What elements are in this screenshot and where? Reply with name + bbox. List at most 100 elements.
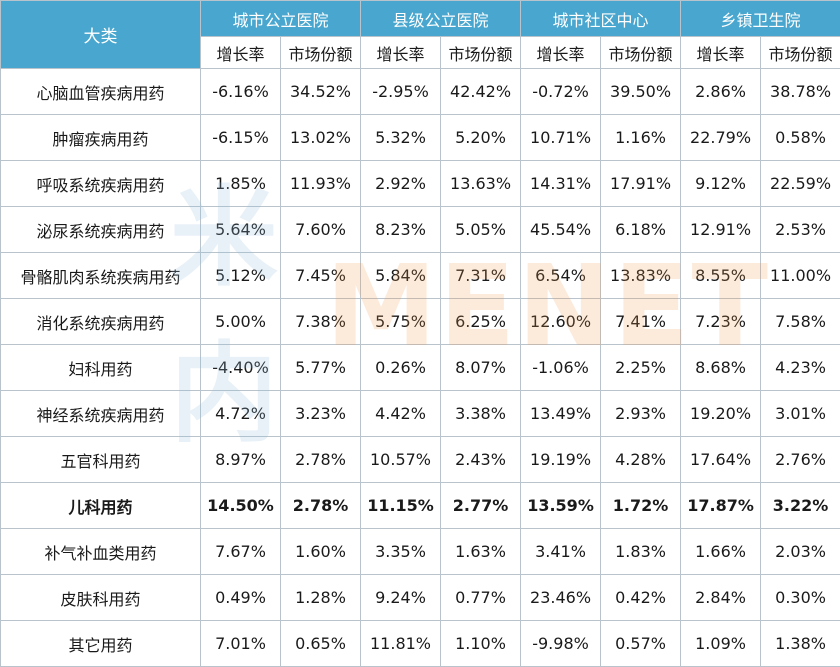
cell-growth-rate: -9.98% (521, 621, 601, 667)
cell-market-share: 3.01% (761, 391, 840, 437)
cell-market-share: 8.07% (441, 345, 521, 391)
header-group-city-community-center: 城市社区中心 (521, 1, 681, 37)
cell-growth-rate: 4.72% (201, 391, 281, 437)
row-category-name: 心脑血管疾病用药 (1, 69, 201, 115)
header-market-share: 市场份额 (441, 37, 521, 69)
cell-market-share: 7.45% (281, 253, 361, 299)
cell-growth-rate: 5.32% (361, 115, 441, 161)
cell-market-share: 0.58% (761, 115, 840, 161)
page: 大类 城市公立医院 县级公立医院 城市社区中心 乡镇卫生院 增长率 市场份额 增… (0, 0, 840, 629)
cell-market-share: 1.10% (441, 621, 521, 667)
cell-growth-rate: 8.55% (681, 253, 761, 299)
cell-growth-rate: 9.24% (361, 575, 441, 621)
cell-market-share: 1.38% (761, 621, 840, 667)
cell-growth-rate: 5.12% (201, 253, 281, 299)
header-market-share: 市场份额 (761, 37, 840, 69)
cell-growth-rate: 8.23% (361, 207, 441, 253)
cell-growth-rate: 5.64% (201, 207, 281, 253)
header-group-township-health-center: 乡镇卫生院 (681, 1, 840, 37)
cell-market-share: 11.00% (761, 253, 840, 299)
row-category-name: 儿科用药 (1, 483, 201, 529)
cell-market-share: 1.16% (601, 115, 681, 161)
cell-growth-rate: -4.40% (201, 345, 281, 391)
cell-growth-rate: 22.79% (681, 115, 761, 161)
cell-growth-rate: -2.95% (361, 69, 441, 115)
row-category-name: 呼吸系统疾病用药 (1, 161, 201, 207)
cell-market-share: 5.20% (441, 115, 521, 161)
cell-growth-rate: 2.86% (681, 69, 761, 115)
cell-market-share: 42.42% (441, 69, 521, 115)
cell-growth-rate: 8.97% (201, 437, 281, 483)
cell-market-share: 0.57% (601, 621, 681, 667)
cell-growth-rate: 7.01% (201, 621, 281, 667)
cell-market-share: 1.83% (601, 529, 681, 575)
table-body: 心脑血管疾病用药-6.16%34.52%-2.95%42.42%-0.72%39… (1, 69, 840, 667)
cell-growth-rate: 9.12% (681, 161, 761, 207)
header-growth-rate: 增长率 (521, 37, 601, 69)
cell-market-share: 5.77% (281, 345, 361, 391)
table-header: 大类 城市公立医院 县级公立医院 城市社区中心 乡镇卫生院 增长率 市场份额 增… (1, 1, 840, 69)
cell-growth-rate: 6.54% (521, 253, 601, 299)
cell-market-share: 6.25% (441, 299, 521, 345)
header-growth-rate: 增长率 (201, 37, 281, 69)
cell-market-share: 13.02% (281, 115, 361, 161)
row-category-name: 肿瘤疾病用药 (1, 115, 201, 161)
table-row: 心脑血管疾病用药-6.16%34.52%-2.95%42.42%-0.72%39… (1, 69, 840, 115)
cell-market-share: 7.60% (281, 207, 361, 253)
row-category-name: 神经系统疾病用药 (1, 391, 201, 437)
cell-growth-rate: 2.84% (681, 575, 761, 621)
header-market-share: 市场份额 (601, 37, 681, 69)
cell-growth-rate: 11.81% (361, 621, 441, 667)
cell-growth-rate: -0.72% (521, 69, 601, 115)
header-growth-rate: 增长率 (681, 37, 761, 69)
cell-growth-rate: 23.46% (521, 575, 601, 621)
header-market-share: 市场份额 (281, 37, 361, 69)
row-category-name: 五官科用药 (1, 437, 201, 483)
cell-market-share: 2.78% (281, 483, 361, 529)
cell-market-share: 0.65% (281, 621, 361, 667)
cell-growth-rate: 11.15% (361, 483, 441, 529)
cell-growth-rate: 1.09% (681, 621, 761, 667)
cell-growth-rate: 13.59% (521, 483, 601, 529)
header-group-city-public-hospital: 城市公立医院 (201, 1, 361, 37)
cell-growth-rate: 5.00% (201, 299, 281, 345)
cell-market-share: 1.28% (281, 575, 361, 621)
cell-market-share: 2.78% (281, 437, 361, 483)
cell-market-share: 2.03% (761, 529, 840, 575)
cell-market-share: 34.52% (281, 69, 361, 115)
table-row: 肿瘤疾病用药-6.15%13.02%5.32%5.20%10.71%1.16%2… (1, 115, 840, 161)
cell-growth-rate: 3.35% (361, 529, 441, 575)
cell-market-share: 38.78% (761, 69, 840, 115)
row-category-name: 泌尿系统疾病用药 (1, 207, 201, 253)
cell-growth-rate: 19.19% (521, 437, 601, 483)
cell-growth-rate: 10.57% (361, 437, 441, 483)
row-category-name: 骨骼肌肉系统疾病用药 (1, 253, 201, 299)
cell-growth-rate: 0.26% (361, 345, 441, 391)
header-growth-rate: 增长率 (361, 37, 441, 69)
cell-market-share: 7.58% (761, 299, 840, 345)
cell-market-share: 2.93% (601, 391, 681, 437)
cell-market-share: 2.43% (441, 437, 521, 483)
cell-market-share: 4.28% (601, 437, 681, 483)
cell-market-share: 7.41% (601, 299, 681, 345)
cell-growth-rate: -6.15% (201, 115, 281, 161)
cell-market-share: 1.63% (441, 529, 521, 575)
cell-growth-rate: -6.16% (201, 69, 281, 115)
row-category-name: 消化系统疾病用药 (1, 299, 201, 345)
cell-growth-rate: 14.50% (201, 483, 281, 529)
cell-growth-rate: 7.23% (681, 299, 761, 345)
cell-growth-rate: 5.84% (361, 253, 441, 299)
cell-market-share: 3.23% (281, 391, 361, 437)
cell-growth-rate: 12.60% (521, 299, 601, 345)
cell-growth-rate: 4.42% (361, 391, 441, 437)
cell-market-share: 2.53% (761, 207, 840, 253)
cell-market-share: 1.72% (601, 483, 681, 529)
cell-growth-rate: 17.64% (681, 437, 761, 483)
cell-growth-rate: 7.67% (201, 529, 281, 575)
